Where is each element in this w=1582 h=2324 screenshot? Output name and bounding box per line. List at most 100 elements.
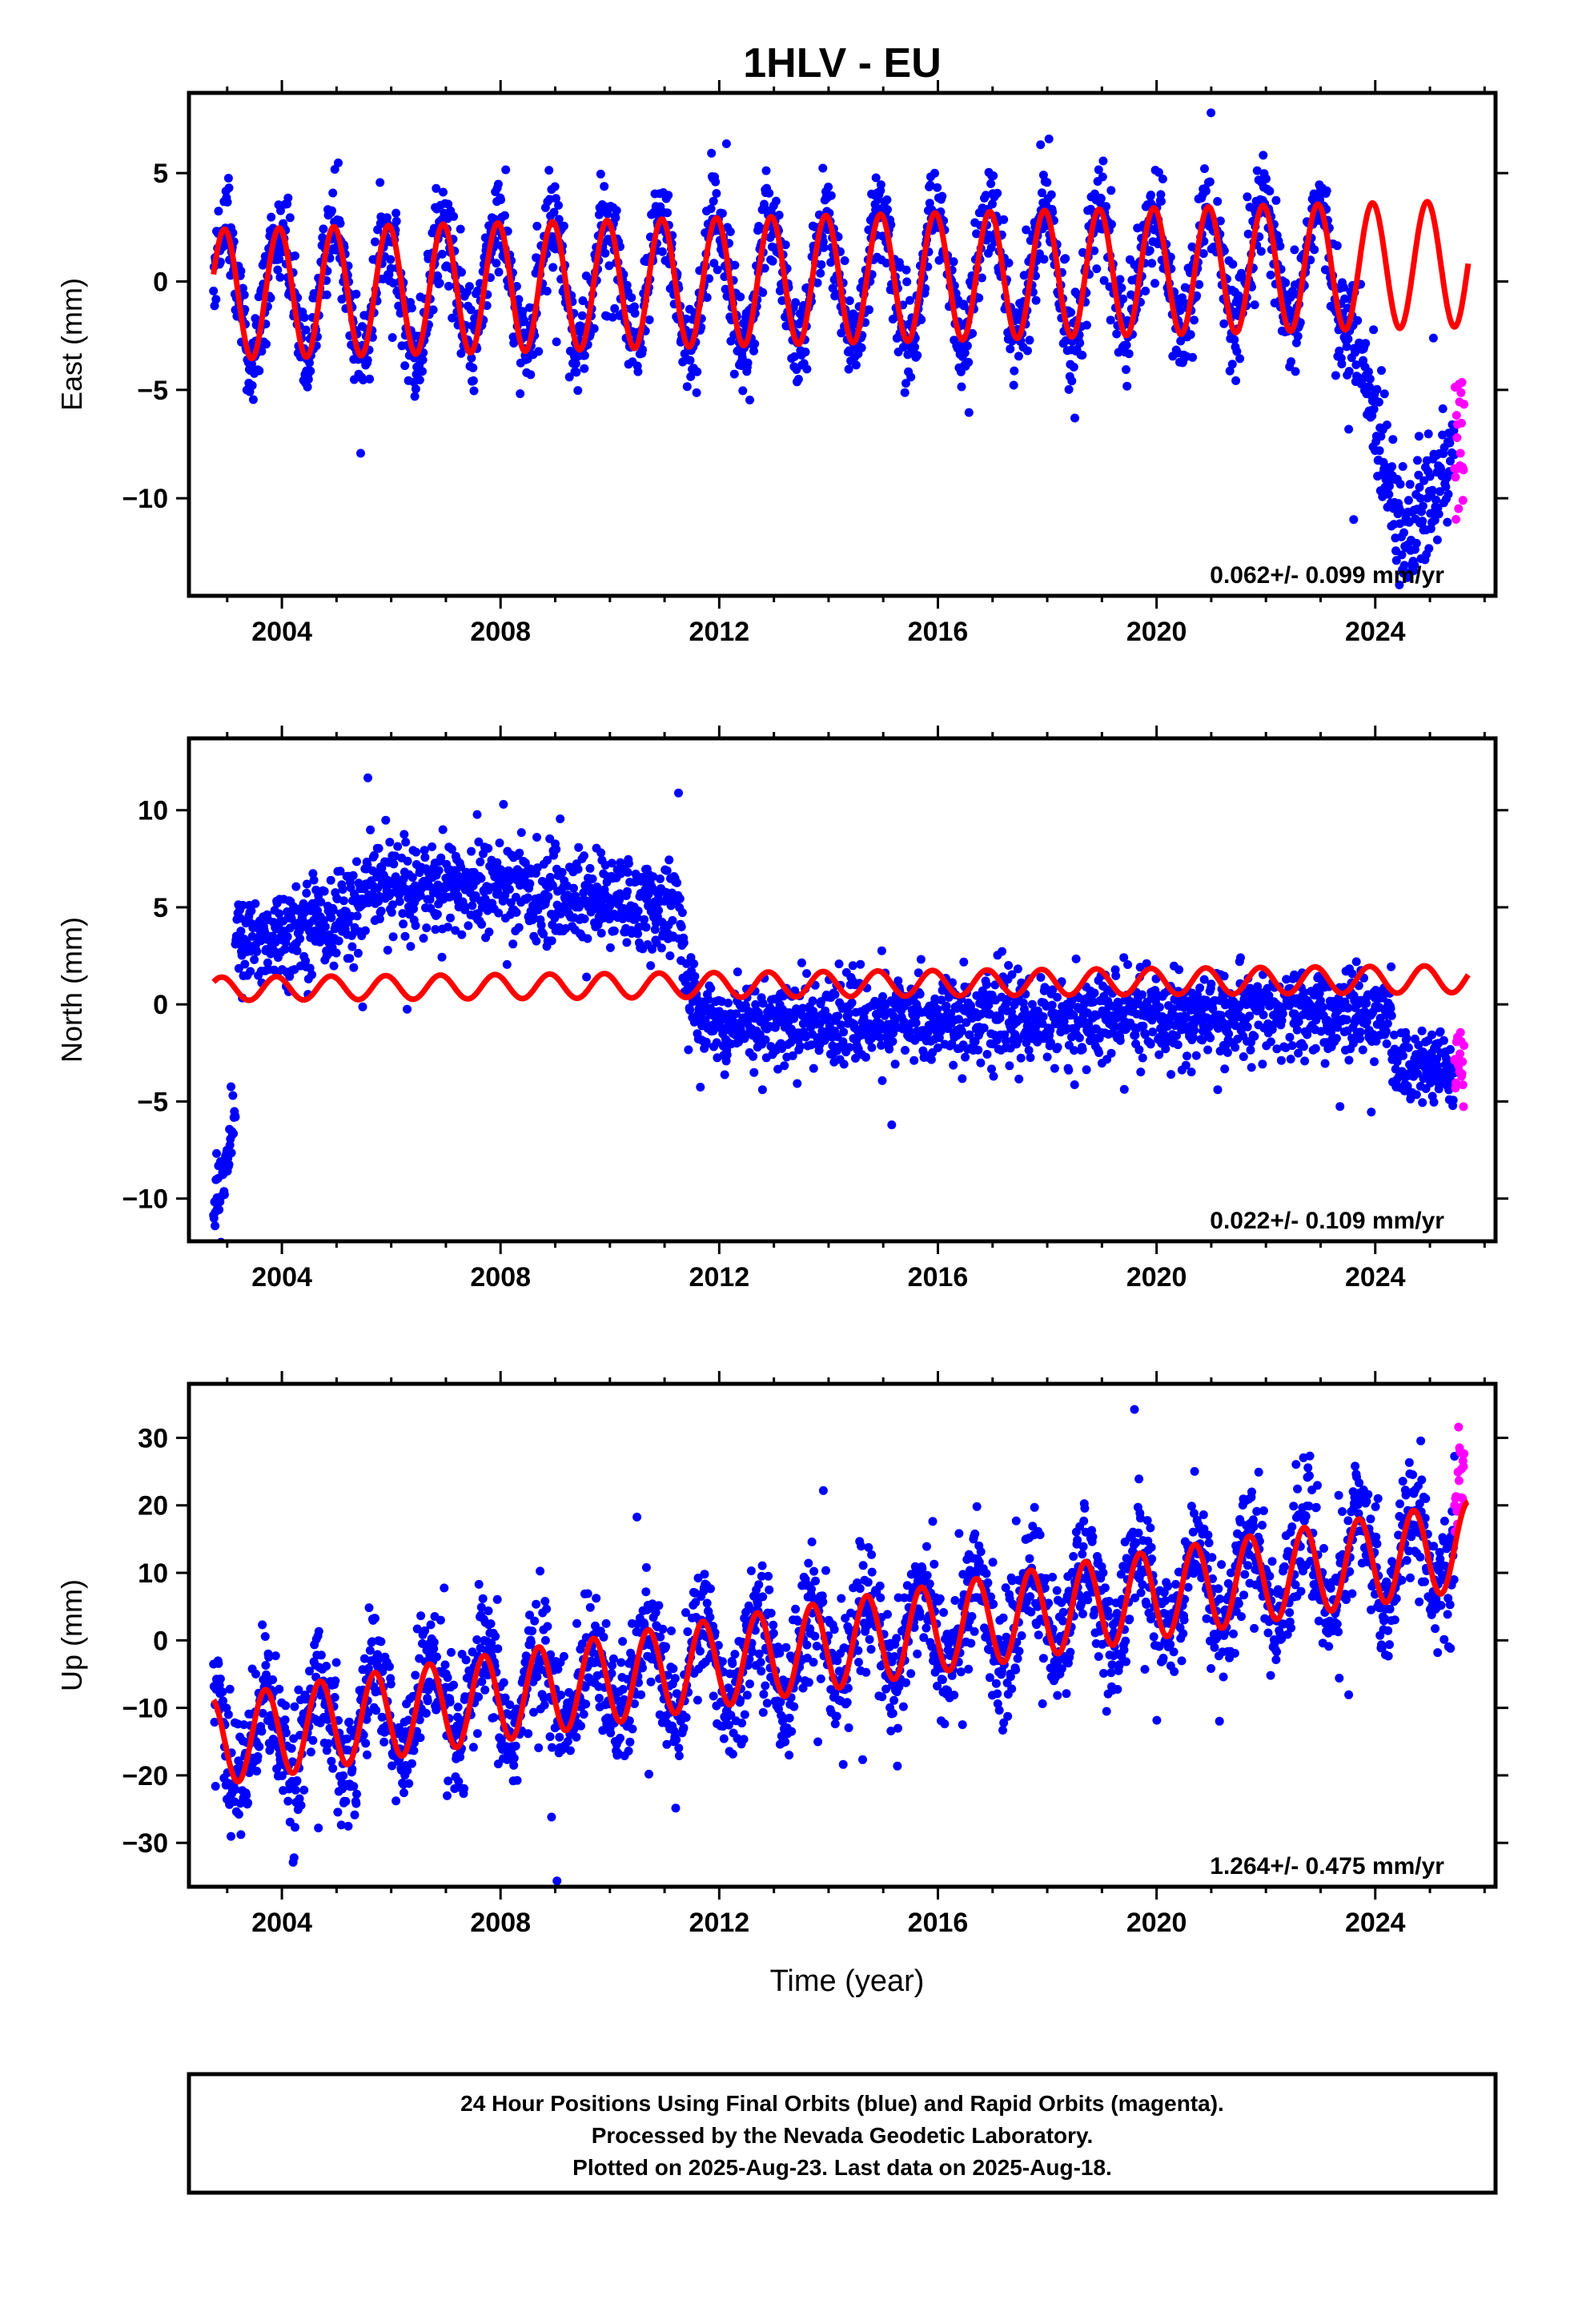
east-final-point bbox=[1004, 258, 1014, 267]
north-final-point bbox=[961, 1052, 970, 1062]
east-final-point bbox=[906, 372, 916, 382]
north-final-point bbox=[406, 942, 416, 951]
north-final-point bbox=[499, 799, 508, 809]
east-final-point bbox=[707, 148, 717, 158]
east-x-tick-label: 2012 bbox=[689, 617, 750, 647]
east-final-point bbox=[693, 367, 702, 376]
east-final-point bbox=[1141, 286, 1150, 296]
east-final-point bbox=[1228, 259, 1238, 269]
east-final-point bbox=[276, 206, 285, 215]
east-final-point bbox=[949, 257, 958, 267]
north-final-point bbox=[596, 848, 606, 858]
north-final-point bbox=[596, 928, 606, 938]
east-final-point bbox=[1413, 456, 1422, 465]
east-final-point bbox=[444, 281, 453, 291]
north-final-point bbox=[403, 1004, 412, 1014]
north-final-point bbox=[528, 912, 538, 922]
east-final-point bbox=[612, 206, 621, 215]
north-final-point bbox=[665, 855, 674, 865]
east-final-point bbox=[1243, 192, 1252, 202]
east-final-point bbox=[577, 311, 587, 320]
north-final-point bbox=[428, 842, 437, 851]
north-final-point bbox=[1292, 1025, 1302, 1035]
north-final-point bbox=[327, 913, 336, 923]
east-final-point bbox=[1423, 429, 1433, 439]
east-final-point bbox=[467, 353, 476, 363]
east-final-point bbox=[610, 304, 620, 313]
north-final-point bbox=[229, 1129, 239, 1138]
east-final-point bbox=[721, 139, 731, 148]
east-x-tick-label: 2024 bbox=[1345, 617, 1406, 647]
north-final-point bbox=[363, 860, 372, 870]
east-final-point bbox=[469, 386, 479, 396]
east-final-point bbox=[745, 396, 754, 404]
north-final-point bbox=[957, 1026, 966, 1035]
east-final-point bbox=[335, 219, 345, 228]
east-final-point bbox=[247, 380, 257, 390]
east-final-point bbox=[496, 195, 505, 204]
east-final-point bbox=[1066, 308, 1076, 317]
east-final-point bbox=[1342, 342, 1351, 352]
east-final-point bbox=[1230, 335, 1239, 344]
east-final-point bbox=[851, 360, 861, 370]
east-final-point bbox=[1117, 283, 1126, 292]
north-final-point bbox=[706, 983, 716, 993]
north-final-point bbox=[1387, 1011, 1396, 1020]
east-final-point bbox=[1331, 371, 1340, 380]
north-final-point bbox=[1042, 1052, 1052, 1062]
east-rapid-point bbox=[1456, 388, 1466, 397]
north-final-point bbox=[238, 900, 247, 910]
north-final-point bbox=[890, 1059, 900, 1069]
east-final-point bbox=[1232, 347, 1242, 356]
east-final-point bbox=[682, 382, 692, 392]
east-rapid-point bbox=[1452, 411, 1461, 420]
east-final-point bbox=[1418, 501, 1427, 511]
north-final-point bbox=[388, 932, 398, 942]
north-final-point bbox=[1026, 1053, 1035, 1063]
east-final-point bbox=[305, 358, 314, 368]
east-final-point bbox=[729, 369, 739, 379]
north-final-point bbox=[623, 887, 632, 896]
east-final-point bbox=[1122, 381, 1132, 391]
east-final-point bbox=[472, 286, 482, 296]
east-final-point bbox=[865, 305, 873, 315]
east-final-point bbox=[813, 278, 822, 287]
east-final-point bbox=[749, 346, 758, 356]
east-final-point bbox=[1414, 432, 1423, 441]
north-final-point bbox=[316, 897, 326, 907]
north-final-point bbox=[472, 810, 482, 819]
north-final-point bbox=[1383, 1019, 1392, 1028]
north-final-point bbox=[352, 911, 362, 921]
north-final-point bbox=[484, 843, 493, 853]
north-final-point bbox=[1064, 1065, 1074, 1075]
east-final-point bbox=[828, 283, 837, 293]
north-final-point bbox=[684, 1045, 693, 1055]
north-final-point bbox=[516, 828, 526, 838]
east-final-point bbox=[548, 263, 558, 272]
north-final-point bbox=[1203, 1045, 1213, 1055]
north-final-point bbox=[291, 882, 301, 891]
east-final-point bbox=[433, 271, 443, 281]
north-final-point bbox=[1320, 1059, 1330, 1068]
east-final-point bbox=[448, 313, 457, 323]
north-final-point bbox=[839, 1027, 849, 1037]
north-final-point bbox=[1082, 1065, 1091, 1075]
east-final-point bbox=[622, 280, 632, 290]
north-final-point bbox=[1358, 1045, 1367, 1055]
north-final-point bbox=[215, 1205, 224, 1215]
north-final-point bbox=[250, 955, 259, 964]
north-final-point bbox=[861, 1052, 870, 1062]
east-final-point bbox=[633, 367, 643, 376]
east-final-point bbox=[1427, 485, 1437, 495]
north-final-point bbox=[381, 815, 391, 825]
north-final-point bbox=[1038, 1012, 1048, 1022]
north-final-point bbox=[474, 837, 484, 846]
north-final-point bbox=[622, 938, 632, 947]
north-final-point bbox=[420, 853, 430, 862]
east-final-point bbox=[977, 273, 986, 283]
east-final-point bbox=[713, 265, 722, 275]
east-final-point bbox=[1036, 140, 1046, 150]
east-final-point bbox=[1107, 219, 1116, 229]
east-final-point bbox=[387, 333, 397, 342]
east-final-point bbox=[864, 225, 873, 235]
